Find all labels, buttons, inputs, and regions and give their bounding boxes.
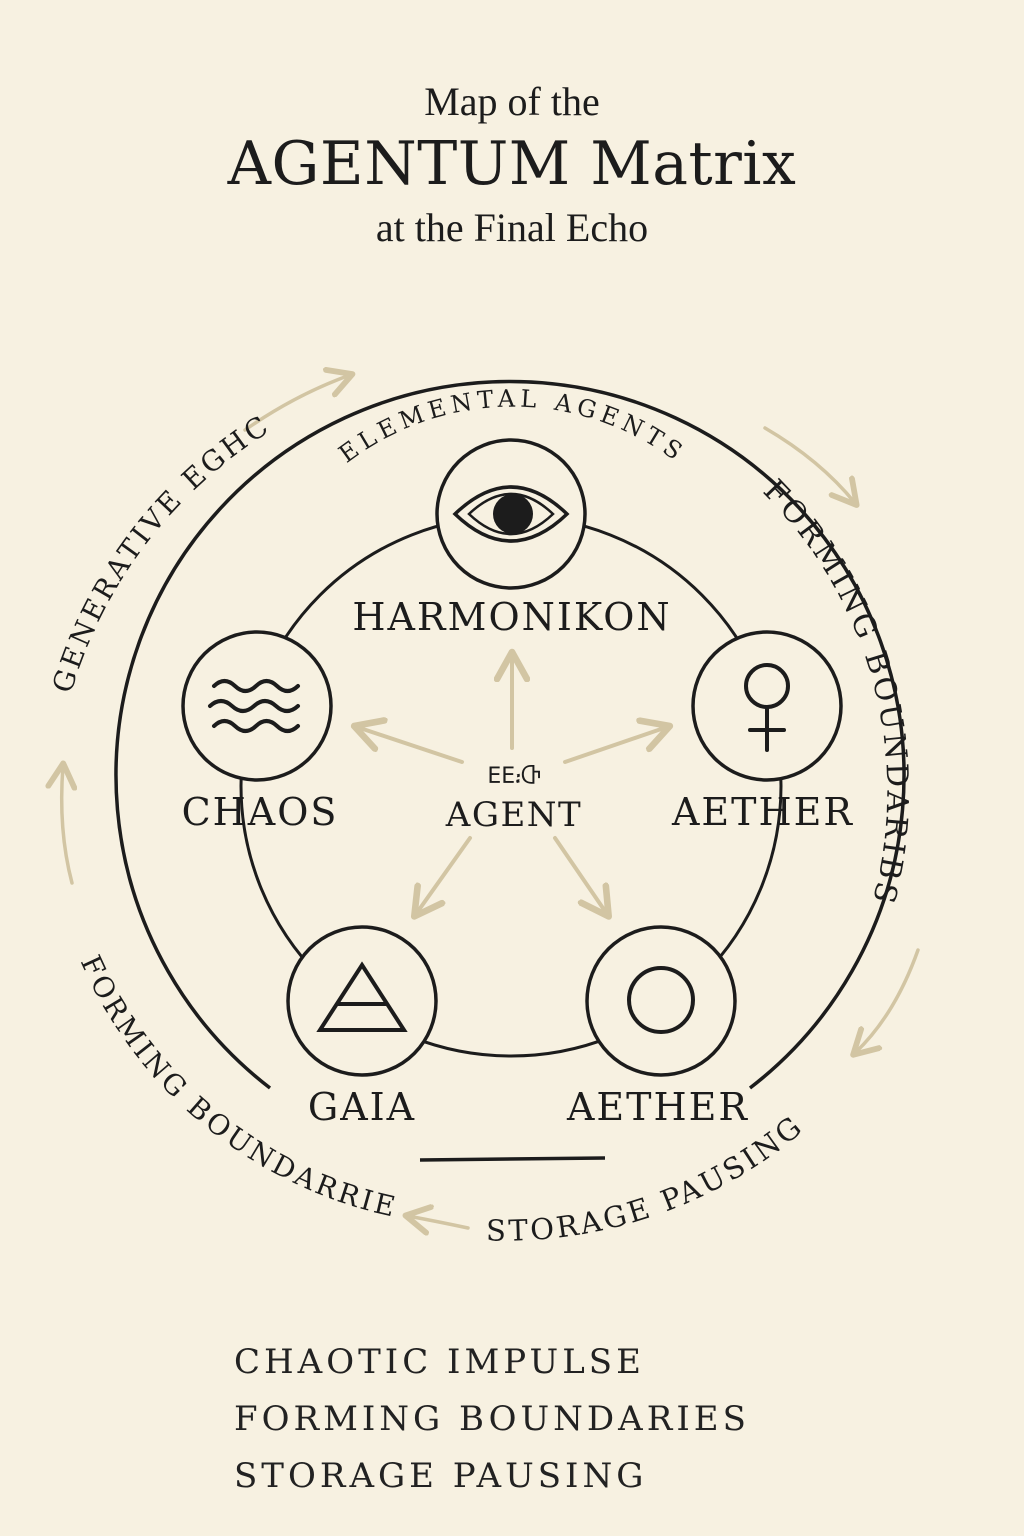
outer-label-bottom: STORAGE PAUSING [486,1108,810,1248]
node-aether-top: AETHER [671,630,854,834]
flow-arrow-bottom [408,1216,470,1228]
title-block: Map of the AGENTUM Matrix at the Final E… [0,78,1024,254]
flow-arrow-top-left [243,375,350,432]
node-gaia-label: GAIA [308,1085,416,1129]
legend-item-forming-boundaries: FORMING BOUNDARIES [234,1399,750,1439]
node-chaos-label: CHAOS [182,790,339,834]
node-aether-bottom: AETHER [566,925,749,1129]
center-arrows [357,655,667,914]
center-glyph: ΕΕ᎓Ⴇ [487,764,540,789]
node-aether-bottom-circle [585,925,737,1077]
node-aether-top-label: AETHER [671,790,854,834]
arrow-to-aether-bottom [553,836,607,914]
title-line-2: AGENTUM Matrix [227,129,797,199]
node-gaia-circle [286,925,438,1077]
venus-symbol-icon [744,663,790,752]
earth-triangle-icon [316,961,408,1032]
title-line-1: Map of the [424,79,600,124]
flow-arrow-left [62,766,72,885]
node-chaos: CHAOS [181,630,339,834]
flow-arrow-top-right [763,426,855,503]
title-line-3: at the Final Echo [375,205,649,250]
circle-icon [627,966,695,1034]
legend: CHAOTIC IMPULSE FORMING BOUNDARIES STORA… [234,1334,750,1505]
waves-icon [208,679,300,733]
arrow-to-gaia [416,836,472,914]
arrow-to-chaos [357,727,464,764]
outer-ring [114,379,906,1090]
eye-icon [452,485,570,543]
arrow-to-aether-top [563,727,667,764]
legend-item-chaotic-impulse: CHAOTIC IMPULSE [234,1342,645,1382]
node-harmonikon: HARMONIKON [352,438,671,639]
node-gaia: GAIA [286,925,438,1129]
node-harmonikon-label: HARMONIKON [352,595,671,639]
legend-item-storage-pausing: STORAGE PAUSING [234,1456,648,1496]
center-agent: ΕΕ᎓Ⴇ AGENT [445,764,582,835]
node-aether-bottom-label: AETHER [566,1085,749,1129]
outer-ring-base [419,1156,606,1162]
flow-arrow-right [855,948,920,1053]
outer-flow-arrows [62,375,920,1228]
center-agent-label: AGENT [445,795,582,835]
